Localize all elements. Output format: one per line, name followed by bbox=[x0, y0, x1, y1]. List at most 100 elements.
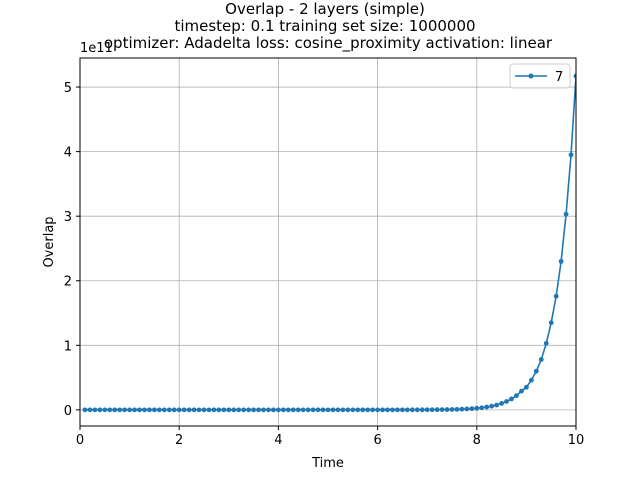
series-layer bbox=[82, 73, 576, 413]
data-point bbox=[161, 407, 167, 413]
data-point bbox=[499, 401, 504, 406]
title-line-1: Overlap - 2 layers (simple) bbox=[225, 0, 425, 18]
data-point bbox=[206, 407, 212, 413]
data-point bbox=[340, 407, 346, 413]
data-point bbox=[231, 407, 237, 413]
x-tick-label: 10 bbox=[568, 433, 585, 448]
data-point bbox=[280, 407, 286, 413]
data-point bbox=[325, 407, 331, 413]
data-point bbox=[563, 211, 569, 217]
data-point bbox=[573, 73, 576, 79]
series-line bbox=[84, 76, 576, 411]
data-point bbox=[489, 403, 495, 409]
data-point bbox=[404, 407, 410, 413]
data-point bbox=[241, 407, 247, 413]
data-point bbox=[310, 407, 316, 413]
data-point bbox=[414, 407, 420, 413]
x-axis: 0 2 4 6 8 10 bbox=[76, 426, 584, 448]
data-point bbox=[166, 407, 172, 413]
data-point bbox=[464, 406, 470, 412]
data-point bbox=[558, 258, 564, 264]
data-point bbox=[261, 407, 266, 413]
data-point bbox=[409, 407, 415, 413]
data-point bbox=[370, 407, 376, 413]
data-point bbox=[246, 407, 252, 413]
x-tick-label: 8 bbox=[473, 433, 481, 448]
data-point bbox=[102, 407, 108, 413]
data-point bbox=[142, 407, 147, 413]
data-point bbox=[360, 407, 366, 413]
data-point bbox=[390, 407, 395, 413]
data-point bbox=[469, 406, 475, 412]
data-point bbox=[127, 407, 132, 413]
title-line-3: optimizer: Adadelta loss: cosine_proximi… bbox=[104, 34, 553, 53]
data-point bbox=[548, 320, 554, 326]
data-point bbox=[266, 407, 271, 413]
data-point bbox=[514, 393, 519, 399]
data-point bbox=[285, 407, 291, 413]
data-point bbox=[226, 407, 232, 413]
data-point bbox=[300, 407, 306, 413]
data-point bbox=[122, 407, 128, 413]
data-point bbox=[533, 368, 539, 374]
data-point bbox=[528, 377, 534, 383]
data-point bbox=[251, 407, 256, 413]
data-point bbox=[87, 407, 93, 413]
y-tick-label: 2 bbox=[64, 275, 72, 290]
x-tick-label: 2 bbox=[175, 433, 183, 448]
legend: 7 bbox=[509, 63, 571, 89]
data-point bbox=[479, 405, 485, 411]
data-point bbox=[196, 407, 202, 413]
data-point bbox=[97, 407, 103, 413]
data-point bbox=[350, 407, 356, 413]
data-point bbox=[112, 407, 118, 413]
data-point bbox=[186, 407, 192, 413]
y-tick-label: 1 bbox=[64, 339, 72, 354]
data-point bbox=[335, 407, 341, 413]
data-point bbox=[216, 407, 222, 413]
plot-area-frame bbox=[79, 57, 577, 427]
x-axis-label: Time bbox=[311, 456, 344, 471]
x-tick-label: 0 bbox=[76, 433, 84, 448]
data-point bbox=[152, 407, 157, 413]
data-point bbox=[236, 407, 242, 413]
data-point bbox=[345, 407, 351, 413]
data-point bbox=[484, 404, 490, 410]
data-point bbox=[474, 405, 480, 411]
data-point bbox=[395, 407, 400, 413]
data-point bbox=[419, 407, 425, 413]
data-point bbox=[568, 152, 574, 158]
data-point bbox=[132, 407, 137, 413]
data-point bbox=[201, 407, 207, 413]
data-point bbox=[494, 402, 500, 408]
data-point bbox=[82, 407, 88, 413]
data-point bbox=[553, 293, 559, 299]
y-axis: 0 1 2 3 4 5 bbox=[64, 81, 80, 419]
data-point bbox=[543, 340, 549, 346]
data-point bbox=[375, 407, 380, 413]
data-point bbox=[444, 407, 450, 412]
legend-marker-sample bbox=[528, 73, 534, 79]
data-point bbox=[176, 407, 182, 413]
data-point bbox=[424, 407, 430, 413]
data-point bbox=[305, 407, 311, 413]
data-point bbox=[290, 407, 296, 413]
data-point bbox=[504, 399, 509, 404]
data-point bbox=[459, 406, 465, 412]
data-point bbox=[256, 407, 261, 413]
data-point bbox=[221, 407, 227, 413]
title-line-2: timestep: 0.1 training set size: 1000000 bbox=[174, 17, 475, 35]
data-point bbox=[519, 388, 524, 394]
data-point bbox=[509, 396, 514, 402]
data-point bbox=[320, 407, 326, 413]
data-point bbox=[171, 407, 177, 413]
data-point bbox=[385, 407, 390, 413]
grid-lines bbox=[79, 58, 577, 426]
data-point bbox=[355, 407, 361, 413]
data-point bbox=[117, 407, 123, 413]
data-point bbox=[211, 407, 217, 413]
data-point bbox=[330, 407, 336, 413]
y-axis-label: Overlap bbox=[42, 216, 57, 267]
y-tick-label: 3 bbox=[64, 210, 72, 225]
series-7 bbox=[82, 73, 576, 413]
